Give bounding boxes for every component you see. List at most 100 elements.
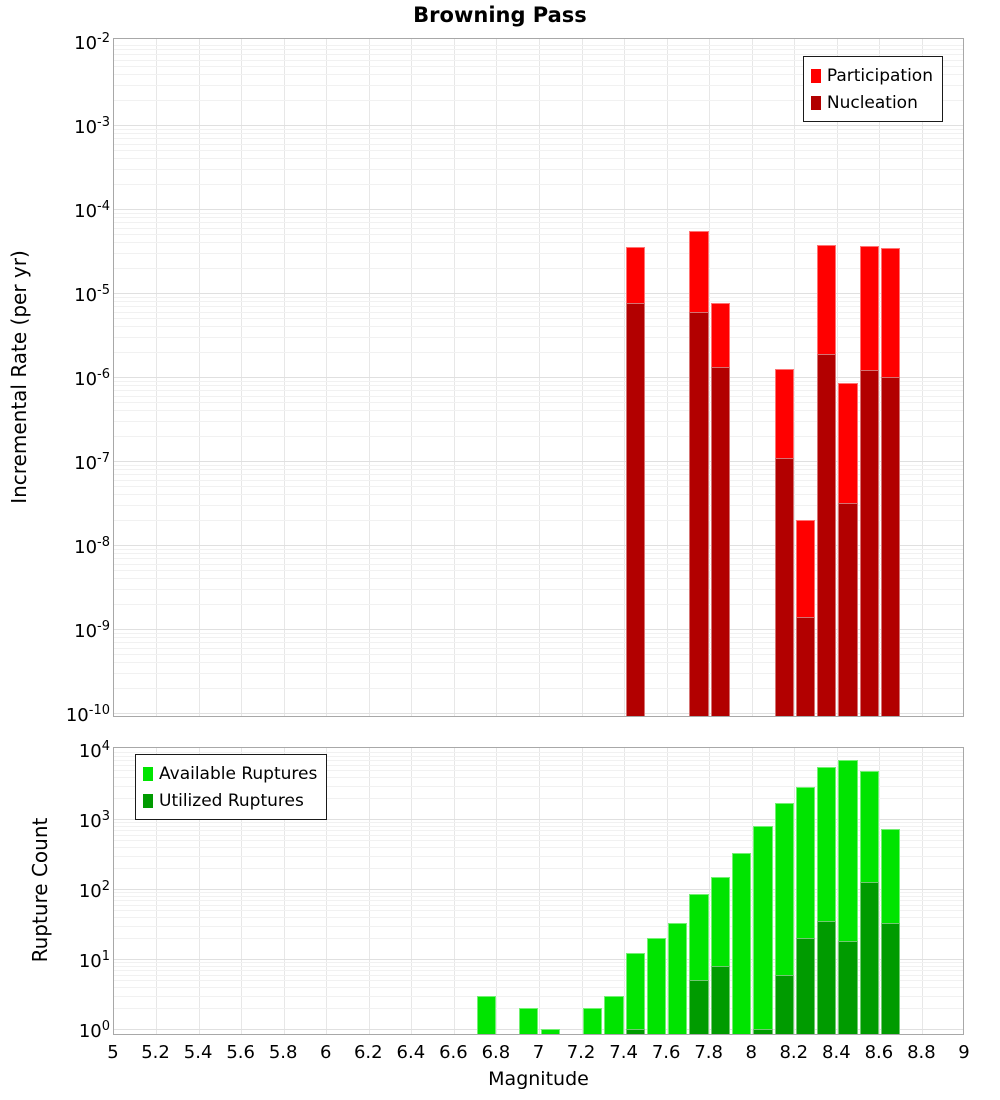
gridline <box>114 995 963 997</box>
gridline <box>114 642 963 643</box>
x-tick-label: 6.2 <box>353 1042 383 1063</box>
gridline <box>114 687 963 689</box>
x-tick-label: 8.2 <box>779 1042 809 1063</box>
utilized-bar <box>880 922 901 1034</box>
gridline <box>794 748 796 1034</box>
gridline <box>156 748 158 1034</box>
legend-item-participation: Participation <box>810 62 933 89</box>
gridline <box>114 840 963 842</box>
x-tick-label: 5.6 <box>226 1042 255 1063</box>
gridline <box>114 662 963 664</box>
gridline <box>114 904 963 906</box>
legend-label: Nucleation <box>826 92 918 113</box>
gridline <box>114 59 963 61</box>
gridline <box>836 748 838 1034</box>
gridline <box>114 494 963 496</box>
gridline <box>114 158 963 160</box>
gridline <box>114 825 963 827</box>
y-tick-label: 10-10 <box>65 703 110 726</box>
gridline <box>114 479 963 481</box>
available-bar <box>668 922 688 1034</box>
available-bar <box>753 826 773 1034</box>
y-tick-label: 104 <box>78 739 110 762</box>
y-tick-label: 10-3 <box>74 115 110 138</box>
gridline <box>114 553 963 555</box>
gridline <box>114 588 963 590</box>
utilized-bar <box>817 920 837 1034</box>
chart-title: Browning Pass <box>413 3 587 27</box>
gridline <box>283 748 285 1034</box>
gridline <box>539 748 540 1034</box>
x-tick-label: 6.4 <box>396 1042 426 1063</box>
nucleation-bar <box>774 457 794 716</box>
gridline <box>114 959 963 960</box>
gridline <box>114 558 963 559</box>
gridline <box>114 834 963 836</box>
x-tick-label: 8.4 <box>822 1042 851 1063</box>
y-tick-label: 101 <box>78 949 110 972</box>
gridline <box>114 435 963 437</box>
legend-label: Utilized Ruptures <box>159 790 304 811</box>
gridline <box>114 469 963 471</box>
available-bar <box>625 953 645 1034</box>
gridline <box>114 296 963 298</box>
gridline <box>114 143 963 145</box>
x-tick-label: 6 <box>320 1042 332 1063</box>
x-tick-label: 8.6 <box>864 1042 894 1063</box>
gridline <box>709 748 711 1034</box>
gridline <box>624 748 626 1034</box>
gridline <box>114 755 963 757</box>
gridline <box>114 867 963 869</box>
gridline <box>114 380 963 382</box>
legend-label: Participation <box>826 65 933 86</box>
gridline <box>114 209 963 210</box>
x-tick-label: 7 <box>532 1042 545 1063</box>
gridline <box>114 770 963 772</box>
legend-item-available: Available Ruptures <box>143 760 317 787</box>
gridline <box>368 748 370 1034</box>
gridline <box>114 44 963 46</box>
y-tick-label: 10-9 <box>74 619 110 642</box>
gridline <box>114 395 963 397</box>
gridline <box>114 570 963 572</box>
gridline <box>114 133 963 135</box>
x-tick-label: 7.2 <box>566 1042 596 1063</box>
gridline <box>453 748 455 1034</box>
available-bar <box>540 1029 560 1034</box>
gridline <box>114 326 963 328</box>
gridline <box>326 748 328 1034</box>
nucleation-bar <box>795 616 816 716</box>
gridline <box>114 764 963 766</box>
available-bar <box>583 1007 603 1034</box>
gridline <box>114 980 963 982</box>
x-tick-label: 6.6 <box>439 1042 468 1063</box>
gridline <box>114 819 963 820</box>
gridline <box>114 390 963 391</box>
nucleation-bar <box>838 502 858 716</box>
gridline <box>241 748 243 1034</box>
gridline <box>114 603 963 605</box>
gridline <box>114 937 963 939</box>
gridline <box>198 748 200 1034</box>
gridline <box>114 962 963 964</box>
gridline <box>114 965 963 967</box>
nucleation-bar <box>817 353 837 716</box>
gridline <box>666 748 668 1034</box>
x-tick-label: 7.6 <box>651 1042 681 1063</box>
x-tick-label: 9 <box>958 1042 970 1063</box>
gridline <box>114 168 963 170</box>
gridline <box>114 986 963 988</box>
gridline <box>114 54 963 55</box>
gridline <box>114 410 963 412</box>
gridline <box>114 629 963 630</box>
gridline <box>114 318 963 320</box>
gridline <box>114 776 963 778</box>
gridline <box>581 748 583 1034</box>
gridline <box>114 752 963 754</box>
gridline <box>114 822 963 824</box>
gridline <box>114 212 963 214</box>
available-bar <box>731 852 752 1034</box>
available-bar <box>476 995 496 1034</box>
gridline <box>879 748 881 1034</box>
y-tick-label: 102 <box>78 879 110 902</box>
